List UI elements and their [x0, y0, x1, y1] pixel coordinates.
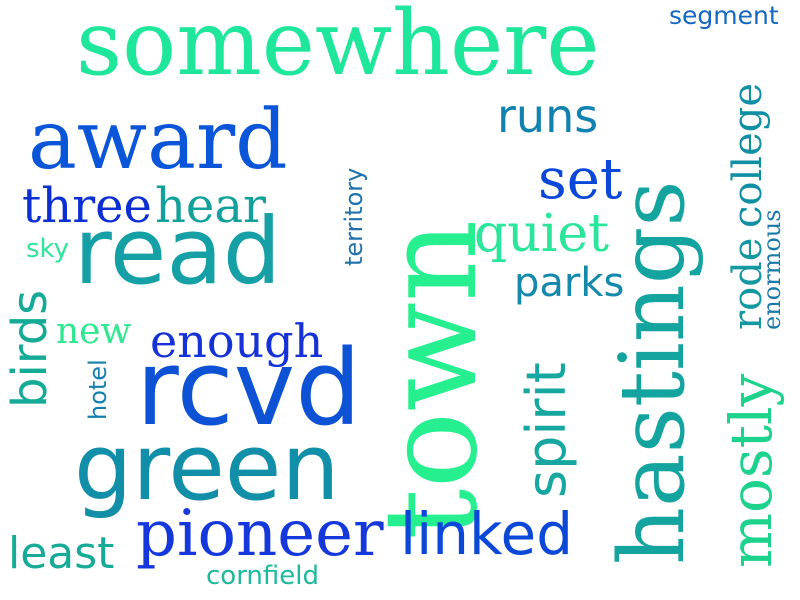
word-hotel: hotel [84, 359, 112, 420]
word-spirit: spirit [515, 362, 578, 498]
word-green: green [74, 414, 340, 521]
word-territory: territory [340, 167, 368, 266]
word-sky: sky [26, 234, 70, 264]
word-runs: runs [497, 89, 599, 143]
word-set: set [538, 147, 623, 212]
word-linked: linked [400, 500, 574, 568]
word-mostly: mostly [717, 373, 785, 568]
word-enough: enough [150, 314, 324, 368]
word-pioneer: pioneer [136, 497, 384, 571]
word-hear: hear [155, 178, 266, 234]
word-new: new [56, 311, 132, 352]
word-read: read [74, 198, 282, 305]
word-birds: birds [2, 289, 58, 408]
word-somewhere: somewhere [76, 0, 600, 96]
word-college: college [725, 82, 771, 228]
word-quiet: quiet [474, 204, 610, 264]
word-cornfield: cornfield [206, 561, 320, 591]
word-rcvd: rcvd [136, 327, 362, 449]
word-hastings: hastings [600, 180, 705, 565]
word-town: town [357, 219, 506, 541]
word-segment: segment [669, 1, 779, 30]
word-parks: parks [514, 260, 625, 306]
word-three: three [22, 178, 152, 234]
word-enormous: enormous [758, 209, 786, 330]
word-award: award [28, 93, 288, 188]
word-least: least [8, 528, 115, 579]
